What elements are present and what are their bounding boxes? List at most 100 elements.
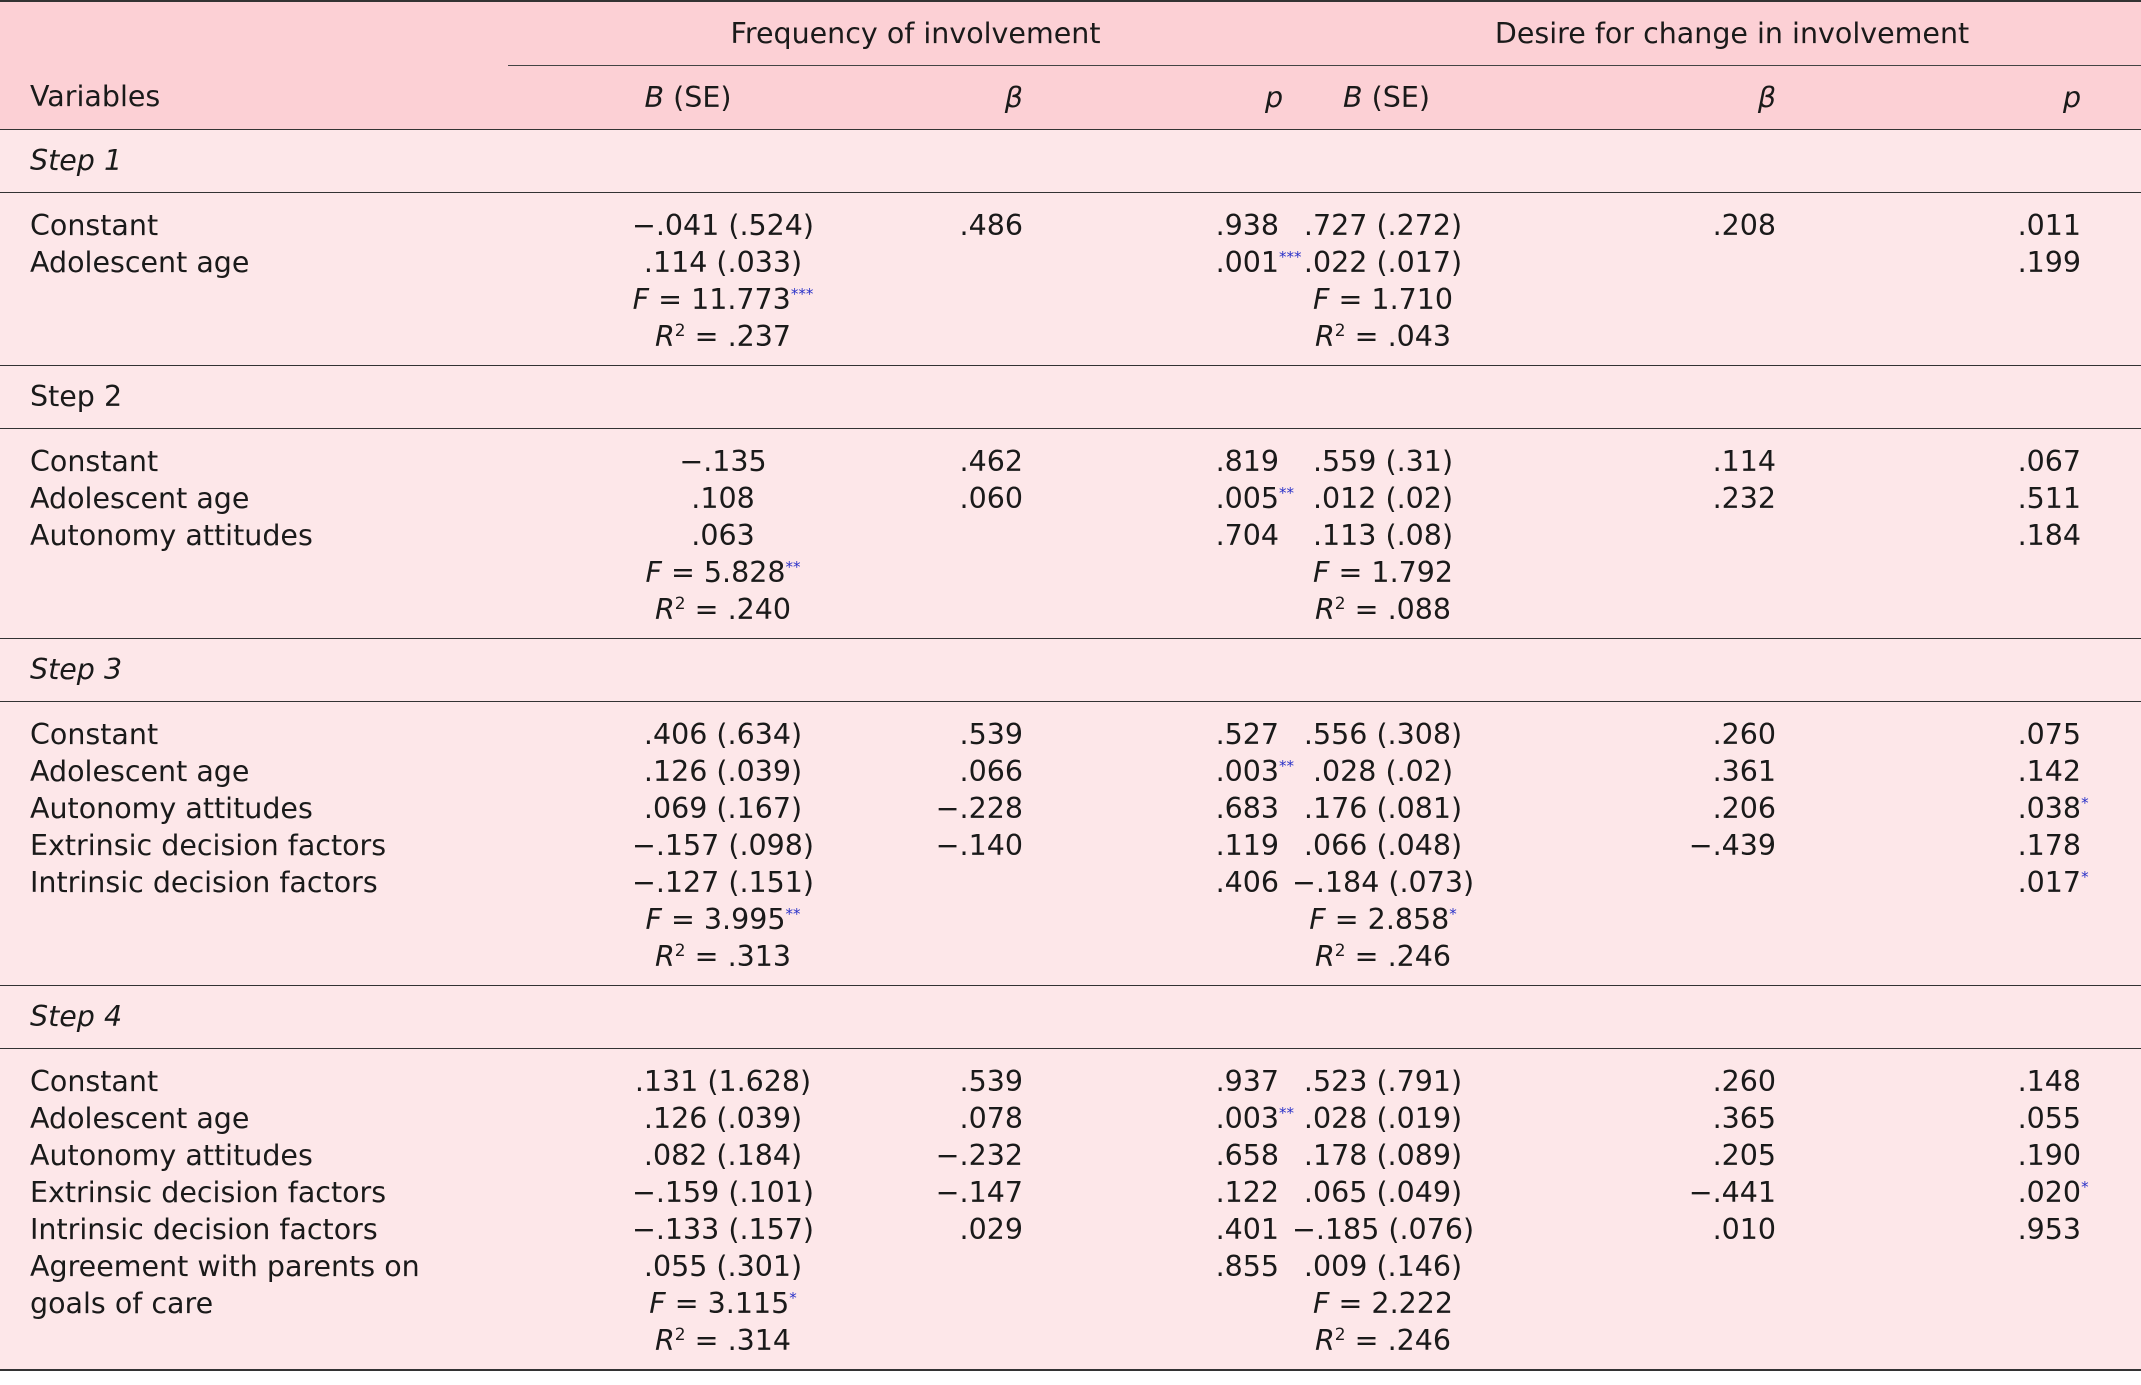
freq-beta-value: .066 (959, 754, 1023, 788)
r-letter: R2 (654, 1323, 686, 1357)
f-statistic: F = 11.773*** (553, 281, 893, 318)
freq-beta-value (748, 517, 1023, 554)
freq-beta-cell: .539.066 −.228 −.140 (748, 701, 1093, 986)
p-number: .011 (2017, 208, 2082, 242)
r-superscript: 2 (1334, 593, 1346, 614)
freq-beta-stack: .539.078 −.232 −.147.029 (748, 1063, 1093, 1285)
step-block-row: Constant Adolescent age Autonomy attitudes… (0, 1048, 2141, 1371)
f-value: = 1.710 (1329, 282, 1454, 316)
freq-p-value: .122 (1093, 1174, 1303, 1211)
freq-p-value: .401 (1093, 1211, 1303, 1248)
variable-name: Adolescent age (30, 1101, 250, 1135)
r-squared: R2 = .313 (553, 938, 893, 975)
des-p-cell: .075.142.038* .178.017* (1876, 701, 2141, 986)
variable-name: Autonomy attitudes (30, 1138, 313, 1172)
freq-p-value: .119 (1093, 827, 1303, 864)
freq-beta-value: −.140 (935, 828, 1023, 862)
des-p-value: .038* (1876, 790, 2101, 827)
des-p-value: .511 (1876, 480, 2101, 517)
r-letter: R2 (654, 592, 686, 626)
p-number: .148 (2017, 1064, 2082, 1098)
variables-cell: Constant Adolescent age (0, 192, 508, 366)
variable-name: Adolescent age (30, 245, 250, 279)
des-beta-value: .365 (1712, 1101, 1777, 1135)
freq-beta-stack: .462.060 (748, 443, 1093, 554)
r-superscript: 2 (674, 1324, 686, 1345)
des-beta-cell: .260.365.205 −.441.010 (1588, 1048, 1877, 1371)
freq-p-value: .683 (1093, 790, 1303, 827)
freq-p-cell: .938.001*** (1093, 192, 1324, 366)
f-value: = 1.792 (1329, 555, 1454, 589)
des-p-cell: .148.055.190.020* .953 (1876, 1048, 2141, 1371)
p-number: .122 (1215, 1175, 1280, 1209)
des-p-value: .199 (1876, 244, 2101, 281)
f-statistic: F = 2.222 (1263, 1285, 1503, 1322)
freq-b-value: −.157 (.098) (631, 828, 815, 862)
freq-p-value: .855 (1093, 1248, 1303, 1285)
r-superscript: 2 (674, 593, 686, 614)
significance-marker: * (2081, 793, 2089, 812)
significance-marker: ** (785, 904, 801, 923)
step-title: Step 4 (0, 985, 2141, 1049)
se-text: (SE) (664, 80, 732, 114)
freq-beta-value: .539 (959, 717, 1023, 751)
r-squared: R2 = .088 (1263, 591, 1503, 628)
r-value: = .240 (685, 592, 792, 626)
freq-b-stack: −.135.108.063 F = 5.828** R2 = .240 (553, 443, 893, 628)
des-p-stack: .067.511.184 (1876, 443, 2141, 554)
p-number: .658 (1215, 1138, 1280, 1172)
freq-b-value: .082 (.184) (643, 1138, 803, 1172)
p-number: .683 (1215, 791, 1280, 825)
freq-b-value: .108 (691, 481, 755, 515)
r-superscript: 2 (1334, 320, 1346, 341)
variable-name: goals of care (30, 1286, 214, 1320)
freq-p-value: .819 (1093, 443, 1303, 480)
r-squared: R2 = .246 (1263, 938, 1503, 975)
f-letter: F (645, 555, 662, 589)
p-number: .937 (1215, 1064, 1280, 1098)
header-des-p: p (1876, 65, 2141, 130)
header-blank (0, 0, 508, 65)
des-beta-value: .114 (1712, 444, 1777, 478)
sig-slot: ** (1279, 753, 1303, 790)
r-superscript: 2 (1334, 940, 1346, 961)
f-letter: F (1313, 555, 1330, 589)
step-block-row: Constant Adolescent age Autonomy attitudes… (0, 428, 2141, 639)
des-b-cell: .523 (.791) .028 (.019) .178 (.089) .065 (.… (1292, 1048, 1589, 1371)
sig-slot: ** (1279, 480, 1303, 517)
des-p-value: .953 (1876, 1211, 2101, 1248)
significance-marker: * (1449, 904, 1457, 923)
p-number: .005 (1215, 481, 1280, 515)
f-letter: F (1309, 902, 1326, 936)
des-beta-value (1588, 517, 1776, 554)
freq-b-value: .069 (.167) (643, 791, 803, 825)
p-number: .819 (1215, 444, 1280, 478)
des-b-value: .727 (.272) (1303, 208, 1463, 242)
step-block-row: Constant Adolescent age −.041 (.524) .114 (… (0, 192, 2141, 366)
des-b-value: .009 (.146) (1303, 1249, 1463, 1283)
p-number: .055 (2017, 1101, 2082, 1135)
freq-p-stack: .938.001*** (1093, 207, 1323, 281)
freq-p-value: .704 (1093, 517, 1303, 554)
r-squared: R2 = .240 (553, 591, 893, 628)
f-letter: F (632, 282, 650, 316)
freq-beta-cell: .486 (748, 192, 1093, 366)
p-number: .953 (2017, 1212, 2082, 1246)
f-statistic: F = 3.115* (553, 1285, 893, 1322)
freq-p-value: .003** (1093, 753, 1303, 790)
freq-b-cell: −.041 (.524) .114 (.033) F = 11.773*** R2 =… (508, 192, 814, 366)
freq-p-stack: .937.003** .658.122.401.855 (1093, 1063, 1323, 1285)
des-beta-value: .361 (1712, 754, 1777, 788)
variables-stack: Constant Adolescent age Autonomy attitudes… (30, 716, 508, 901)
des-b-value: .556 (.308) (1303, 717, 1463, 751)
freq-b-stack: .406 (.634) .126 (.039) .069 (.167) −.157 (… (553, 716, 893, 975)
freq-beta-stack: .486 (748, 207, 1093, 281)
r-superscript: 2 (674, 320, 686, 341)
p-number: .075 (2017, 717, 2082, 751)
p-number: .038 (2017, 791, 2082, 825)
r-superscript: 2 (1334, 1324, 1346, 1345)
des-beta-stack: .260.361.206 −.439 (1588, 716, 1876, 901)
des-b-value: −.184 (.073) (1291, 865, 1475, 899)
p-number: .704 (1215, 518, 1280, 552)
des-b-cell: .559 (.31) .012 (.02) .113 (.08) F = 1.792 R… (1313, 428, 1589, 639)
